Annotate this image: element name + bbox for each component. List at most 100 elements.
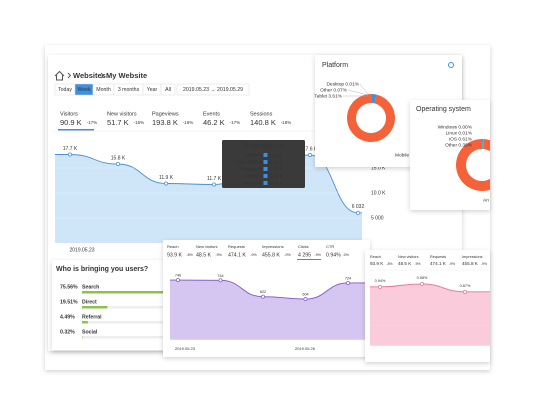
data-point <box>261 294 265 299</box>
tooltip-swatch <box>263 174 268 178</box>
data-point <box>463 289 467 294</box>
metric-change: -9% <box>215 253 222 257</box>
metric-active-underline <box>297 259 321 260</box>
point-label: 0.87% <box>460 284 471 288</box>
source-name: Social <box>82 329 98 335</box>
tooltip-row-value: 6.51 K <box>269 159 284 165</box>
data-point <box>346 281 350 285</box>
breadcrumb-item: Websites <box>73 71 106 80</box>
x-tick-label: 2019.05.26 <box>295 346 316 351</box>
metric-change: -8% <box>186 253 193 257</box>
data-point <box>420 281 424 286</box>
data-point <box>164 181 168 186</box>
tooltip-swatch <box>263 181 268 185</box>
card-title: Operating system <box>416 106 471 113</box>
leader-line <box>347 89 369 96</box>
slice-label: Tablet 3.61% <box>314 93 342 99</box>
tooltip-row-name: Visitors <box>246 152 262 158</box>
source-name: Direct <box>82 299 97 305</box>
data-point <box>303 297 308 302</box>
donut-slice <box>482 139 484 150</box>
metric-label: Requests <box>430 255 446 259</box>
tooltip-title: 26 May 2019, Sun <box>243 143 284 149</box>
tooltip-swatch <box>263 153 268 157</box>
metric-label: Reach <box>167 244 179 249</box>
metric-label: Impressions <box>462 255 483 259</box>
point-label: 744 <box>217 274 223 278</box>
section-title: Who is bringing you users? <box>56 266 148 273</box>
metric-change: -17% <box>230 120 241 125</box>
source-name: Search <box>82 284 99 290</box>
donut-slice <box>482 139 484 150</box>
metric-change: -9% <box>415 262 421 266</box>
point-label: 604 <box>302 293 308 297</box>
slice-label: An <box>483 197 489 203</box>
tooltip-row-value: 18.4 K <box>269 180 284 186</box>
ctr-fill-bottom <box>370 325 490 346</box>
source-percent: 75.56% <box>60 284 78 290</box>
source-name: Referral <box>82 314 102 320</box>
point-label: 746 <box>175 274 181 278</box>
metric-change: -15% <box>134 120 145 125</box>
chevron <box>67 72 72 79</box>
metric-label: New visitors <box>398 255 419 259</box>
metric-change: -9% <box>449 262 455 266</box>
y-tick-label: 10.0 K <box>371 190 386 196</box>
period-label: Week <box>77 87 91 93</box>
home-icon <box>54 70 65 81</box>
x-tick-label: 2019.05.23 <box>69 247 94 253</box>
period-label: Month <box>96 87 111 93</box>
source-bar-track <box>82 321 212 324</box>
metric-active-underline <box>58 129 94 131</box>
metric-value: 455.8 K <box>262 252 280 258</box>
metric-change: -16% <box>183 120 194 125</box>
metric-value: 48.5 K <box>398 261 412 266</box>
period-button[interactable] <box>160 83 176 96</box>
point-label: 11.9 K <box>159 175 174 181</box>
area-fill <box>370 283 490 326</box>
point-label: 6 032 <box>352 204 365 210</box>
metric-value: 93.9 K <box>370 261 384 266</box>
data-point <box>308 153 312 157</box>
area-fill <box>170 280 366 340</box>
metric-value: 474.1 K <box>228 252 246 258</box>
metric-value: 140.8 K <box>250 118 276 127</box>
tooltip-row-name: New visitors <box>236 159 262 165</box>
source-bar-track <box>82 306 212 309</box>
slice-label: Windows 0.00% <box>438 124 473 130</box>
date-range-box[interactable] <box>176 83 250 96</box>
metric-label: CTR <box>326 244 334 249</box>
breadcrumb-item: My Website <box>106 71 147 80</box>
tooltip-swatch <box>263 160 268 164</box>
metric-change: -9% <box>250 253 257 257</box>
slice-label: Other 0.39% <box>445 142 473 148</box>
slice-label: iOS 0.61% <box>449 136 473 142</box>
source-bar <box>82 321 88 324</box>
metric-value: 51.7 K <box>107 118 129 127</box>
metric-label: Requests <box>228 244 245 249</box>
y-tick-label: 5 000 <box>371 215 384 221</box>
point-label: 15.8 K <box>111 155 126 161</box>
point-label: 17.6 K <box>303 146 318 152</box>
source-bar <box>82 291 181 294</box>
y-tick-label: 15.0 K <box>371 165 386 171</box>
metric-label: New visitors <box>107 111 137 117</box>
tooltip-row-name: Pageviews <box>239 166 263 172</box>
card <box>52 260 172 350</box>
metric-change: -9% <box>481 262 487 266</box>
leader-line <box>359 83 369 95</box>
metric-change: -9% <box>284 253 291 257</box>
metric-change: -18% <box>281 120 292 125</box>
chevron <box>100 72 105 79</box>
period-label: Today <box>58 87 72 93</box>
data-point <box>176 278 180 282</box>
metric-value: 48.5 K <box>196 252 212 258</box>
slice-label: Mobile <box>395 152 409 158</box>
os-donut <box>456 139 490 191</box>
point-label: 0.98% <box>417 276 428 280</box>
source-percent: 4.49% <box>60 314 75 320</box>
date-range: 2019.05.23 → 2019.05.29 <box>183 87 243 93</box>
period-label: 3 months <box>118 87 140 93</box>
refresh-icon[interactable] <box>448 62 454 68</box>
